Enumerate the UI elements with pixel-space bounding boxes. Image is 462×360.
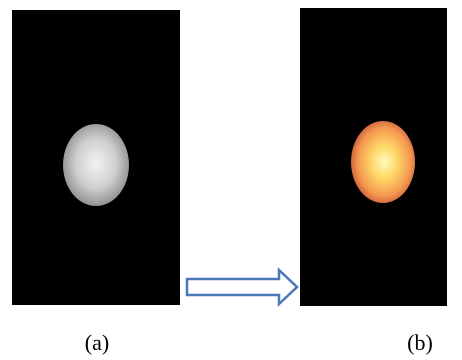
grayscale-blob <box>63 124 129 206</box>
arrow <box>187 270 297 304</box>
panel-label: (b) <box>407 330 433 355</box>
panel-label: (a) <box>85 330 109 355</box>
panel-b <box>300 8 447 306</box>
panel-a <box>12 10 180 305</box>
figure: (a) (b) <box>0 0 462 360</box>
color-blob <box>351 121 415 203</box>
